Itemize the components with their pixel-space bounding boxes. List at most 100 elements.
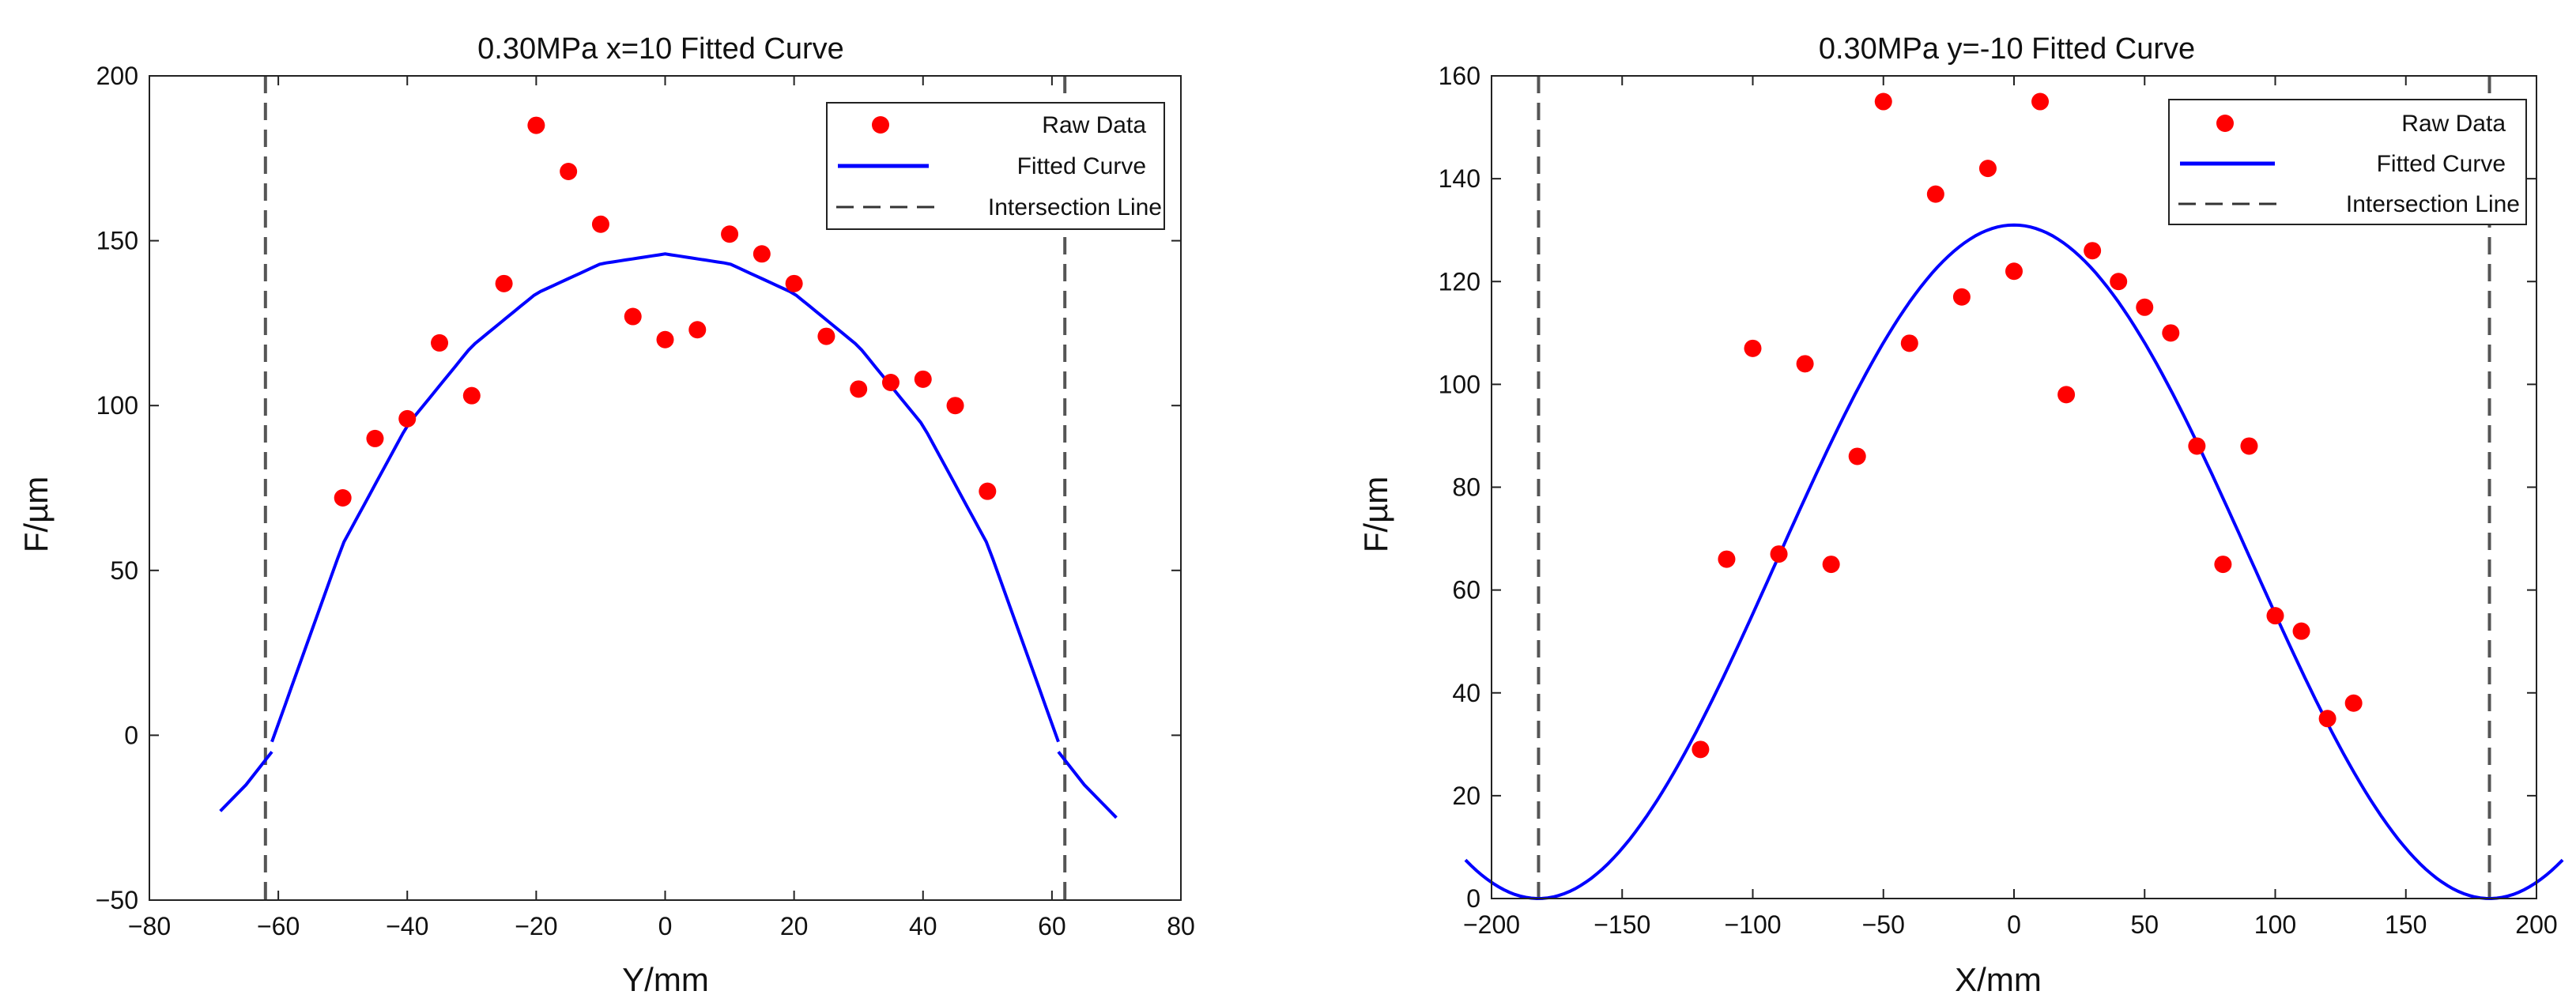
x-axis-label: Y/mm [622,961,709,998]
legend-raw-marker [2216,115,2234,132]
y-axis-label: F/µm [1357,477,1394,553]
raw-data-point [979,482,997,500]
fitted-curve [1464,223,2564,901]
raw-data-point [2292,622,2310,640]
raw-data-point [2240,437,2258,455]
x-tick-label: 60 [1038,912,1066,940]
x-tick-label: 0 [2007,910,2021,939]
plot-area [1464,76,2564,901]
y-tick-label: 140 [1439,164,1480,193]
x-tick-label: −80 [128,912,171,940]
legend-intersection-label: Intersection Line [988,194,1162,220]
raw-data-point [2214,556,2232,574]
x-tick-label: 100 [2254,910,2296,939]
raw-data-point [2136,298,2154,316]
y-tick-label: 150 [96,227,138,255]
raw-data-point [1926,185,1944,203]
raw-data-point [1718,550,1736,568]
y-tick-label: 60 [1452,576,1480,605]
axis-ticks: −200 −150 −100 −50 0 50 100 150 200 0 20 40 60 80 100 1… [1439,62,2558,939]
legend-intersection-label: Intersection Line [2346,191,2520,217]
y-tick-label: 0 [124,721,138,749]
x-tick-label: 200 [2515,910,2557,939]
plot-area [219,76,1118,900]
y-tick-label: 120 [1439,267,1480,296]
legend-raw-marker [872,116,889,134]
legend-fit-label: Fitted Curve [2377,151,2506,177]
legend-raw-label: Raw Data [1042,112,1146,138]
y-tick-label: 0 [1466,884,1480,913]
raw-data-point [2110,273,2128,291]
chart-title: 0.30MPa x=10 Fitted Curve [477,32,844,66]
chart-panel-left: 0.30MPa x=10 Fitted Curve F/µm Y/mm −80−… [17,32,1195,998]
x-tick-label: 40 [909,912,937,940]
x-tick-label: −40 [386,912,428,940]
raw-data-point [2162,324,2180,342]
raw-data-point [2266,607,2284,625]
plot-frame [149,75,1182,901]
raw-data-point [1874,92,1892,111]
raw-data-point [817,327,835,345]
raw-data-point [1744,339,1762,357]
raw-data-point [366,429,384,447]
axis-ticks: −80 −60 −40 −20 0 20 40 60 80 −50 0 50 100 150 200 [96,62,1195,940]
raw-data-point [2084,242,2102,260]
raw-data-point [431,333,449,352]
legend: Raw Data Fitted Curve Intersection Line [826,102,1165,230]
raw-data-point [2005,262,2023,281]
fitted-curve-right-tail [1057,751,1118,819]
raw-data-point [688,321,707,339]
fitted-curve-left-tail [219,751,273,812]
raw-data-point [881,373,900,391]
x-tick-label: −150 [1593,910,1650,939]
y-tick-label: 100 [1439,370,1480,398]
y-tick-label: 200 [96,62,138,90]
legend-raw-label: Raw Data [2401,111,2506,137]
raw-data-point [398,409,417,428]
raw-data-point [1796,355,1814,373]
y-tick-label: 40 [1452,679,1480,707]
raw-data-point [946,397,964,415]
raw-data-point [1848,447,1866,465]
x-tick-label: 150 [2385,910,2427,939]
raw-data-point [1978,160,1997,178]
raw-data-point [624,307,642,326]
raw-data-point [850,380,868,398]
x-axis-label: X/mm [1955,961,2042,998]
plot-frame [1491,75,2537,899]
raw-data-point [495,274,513,292]
raw-data-point [656,330,674,349]
raw-data-point [527,116,545,134]
y-tick-label: 100 [96,391,138,420]
raw-data-point [591,215,609,233]
legend-fit-label: Fitted Curve [1017,153,1146,179]
raw-data-point [1692,740,1710,759]
y-tick-label: −50 [96,886,138,914]
raw-data-point [334,489,352,507]
x-tick-label: −200 [1463,910,1520,939]
raw-data-point [1770,545,1788,563]
x-tick-label: −100 [1724,910,1781,939]
raw-data-point [462,386,481,405]
x-tick-label: 20 [780,912,809,940]
chart-panel-right: 0.30MPa y=-10 Fitted Curve F/µm X/mm −20… [1357,32,2564,998]
y-tick-label: 160 [1439,62,1480,90]
raw-data-point [2057,386,2076,404]
raw-data-point [2188,437,2206,455]
y-tick-label: 50 [110,556,138,585]
raw-data-point [1822,556,1840,574]
raw-data-point [1952,288,1971,306]
raw-data-point [2031,92,2050,111]
x-tick-label: 50 [2130,910,2159,939]
raw-data-point [560,162,578,180]
y-tick-label: 20 [1452,782,1480,810]
x-tick-label: −60 [257,912,300,940]
raw-data-point [721,225,739,243]
x-tick-label: −50 [1862,910,1905,939]
x-tick-label: 0 [658,912,673,940]
raw-data-point [1900,334,1918,352]
legend: Raw Data Fitted Curve Intersection Line [2168,99,2527,225]
y-axis-label: F/µm [17,477,55,553]
raw-data-point [752,245,771,263]
